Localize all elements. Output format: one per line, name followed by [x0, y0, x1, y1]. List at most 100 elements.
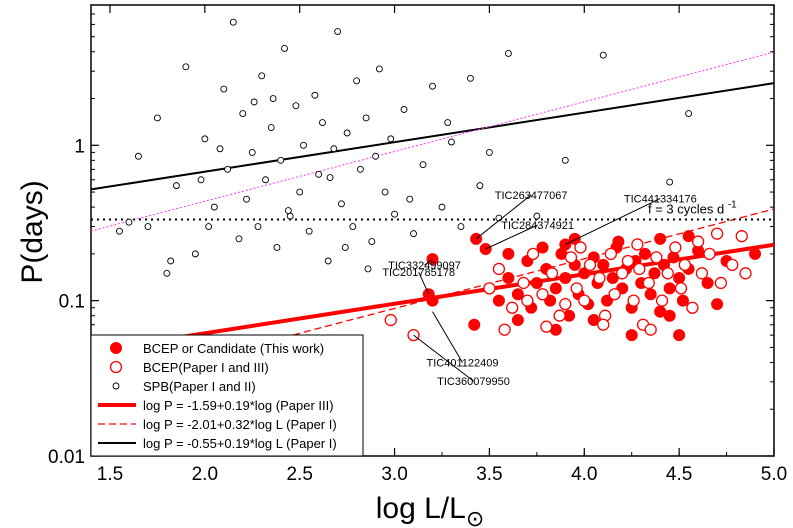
- point-spb: [296, 188, 304, 196]
- annotation-arrow: [418, 272, 430, 295]
- point-bcep-this-work: [676, 294, 689, 307]
- point-spb: [286, 212, 294, 220]
- annotation-arrow: [432, 311, 463, 363]
- annotation-arrow: [413, 334, 474, 382]
- point-spb: [326, 174, 334, 181]
- point-bcep-this-work: [559, 271, 572, 284]
- annotation-arrow: [485, 224, 538, 250]
- point-spb: [315, 170, 323, 178]
- legend-marker: [112, 382, 120, 390]
- point-bcep-this-work: [468, 318, 481, 331]
- point-bcep-paper: [678, 258, 691, 271]
- point-bcep-this-work: [673, 329, 686, 342]
- point-spb: [353, 77, 361, 85]
- y-tick-label: 1: [74, 136, 85, 157]
- point-bcep-paper: [506, 301, 519, 314]
- point-spb: [337, 200, 345, 208]
- point-spb: [235, 235, 243, 243]
- y-tick-label: 0.1: [59, 292, 85, 313]
- point-bcep-paper: [661, 267, 674, 280]
- point-spb: [438, 203, 446, 211]
- point-spb: [210, 203, 218, 211]
- point-spb: [561, 156, 569, 164]
- x-tick-label: 4.5: [666, 464, 692, 485]
- point-bcep-this-work: [511, 314, 524, 327]
- x-axis-label-main: log L/L: [376, 492, 466, 525]
- annotation-arrow: [424, 258, 433, 266]
- point-bcep-paper: [564, 251, 578, 264]
- legend-marker: [110, 342, 122, 354]
- point-bcep-this-work: [648, 267, 661, 280]
- x-tick-label: 3.0: [381, 464, 407, 485]
- point-bcep-paper: [570, 282, 583, 295]
- point-spb: [116, 227, 123, 235]
- point-spb: [125, 218, 133, 226]
- point-bcep-paper: [498, 323, 511, 336]
- point-spb: [457, 223, 465, 230]
- point-bcep-this-work: [578, 267, 591, 280]
- point-bcep-paper: [593, 271, 606, 285]
- point-bcep-paper: [604, 247, 617, 261]
- point-spb: [504, 50, 512, 57]
- point-bcep-paper: [631, 238, 644, 251]
- fit-line-3: [91, 51, 774, 232]
- legend-label: log P = -0.55+0.19*log L (Paper I): [143, 436, 337, 451]
- point-spb: [262, 176, 269, 184]
- point-spb: [349, 223, 357, 230]
- point-bcep-paper: [553, 309, 566, 322]
- x-tick-label: 3.5: [476, 464, 502, 485]
- point-spb: [324, 257, 332, 265]
- point-bcep-paper: [521, 294, 534, 307]
- x-axis-label: log L/L⊙: [376, 492, 485, 528]
- annotation-label: TIC332499097: [388, 260, 461, 272]
- point-spb: [267, 124, 275, 132]
- annotation-label: TIC441334176: [624, 193, 697, 205]
- point-bcep-paper: [695, 267, 709, 280]
- point-bcep-this-work: [638, 247, 651, 260]
- point-bcep-paper: [536, 288, 549, 301]
- x-tick-label: 1.5: [97, 464, 123, 485]
- point-spb: [381, 188, 389, 196]
- point-bcep-paper: [650, 251, 663, 264]
- point-bcep-paper: [633, 262, 646, 276]
- point-bcep-this-work: [654, 232, 667, 245]
- point-spb: [144, 223, 152, 230]
- point-spb: [476, 182, 484, 190]
- point-spb: [387, 135, 395, 143]
- point-spb: [197, 176, 205, 184]
- point-spb: [334, 28, 342, 35]
- point-bcep-this-work: [536, 241, 549, 254]
- point-bcep-paper: [735, 230, 748, 243]
- point-bcep-this-work: [711, 298, 724, 311]
- point-bcep-this-work: [673, 271, 686, 284]
- point-bcep-paper: [714, 276, 728, 290]
- annotation-label: TIC401122409: [427, 358, 499, 370]
- point-bcep-paper: [710, 227, 724, 240]
- point-spb: [429, 82, 436, 90]
- point-spb: [685, 110, 693, 118]
- plot-frame: [90, 4, 775, 457]
- x-tick-label: 4.0: [571, 464, 597, 485]
- point-spb: [163, 269, 171, 277]
- point-bcep-this-work: [701, 276, 714, 289]
- legend-label: SPB(Paper I and II): [143, 379, 256, 394]
- point-spb: [406, 195, 414, 203]
- point-bcep-this-work: [549, 282, 562, 295]
- legend-label: log P = -2.01+0.32*log L (Paper I): [143, 417, 337, 432]
- point-bcep-this-work: [749, 247, 762, 260]
- point-spb: [201, 135, 209, 143]
- point-spb: [153, 114, 161, 122]
- point-bcep-this-work: [644, 288, 657, 301]
- y-tick-label: 0.01: [48, 447, 85, 468]
- annotation-label: TIC201785178: [382, 267, 455, 279]
- point-bcep-paper: [483, 282, 496, 295]
- point-bcep-paper: [517, 276, 530, 290]
- plot-area: [91, 18, 774, 389]
- point-spb: [250, 98, 258, 106]
- annotation-label: TIC360079950: [437, 376, 510, 388]
- point-bcep-this-work: [625, 329, 638, 342]
- point-spb: [281, 45, 288, 52]
- point-bcep-paper: [540, 320, 553, 333]
- reference-line-label: f = 3 cycles d -1: [648, 199, 737, 216]
